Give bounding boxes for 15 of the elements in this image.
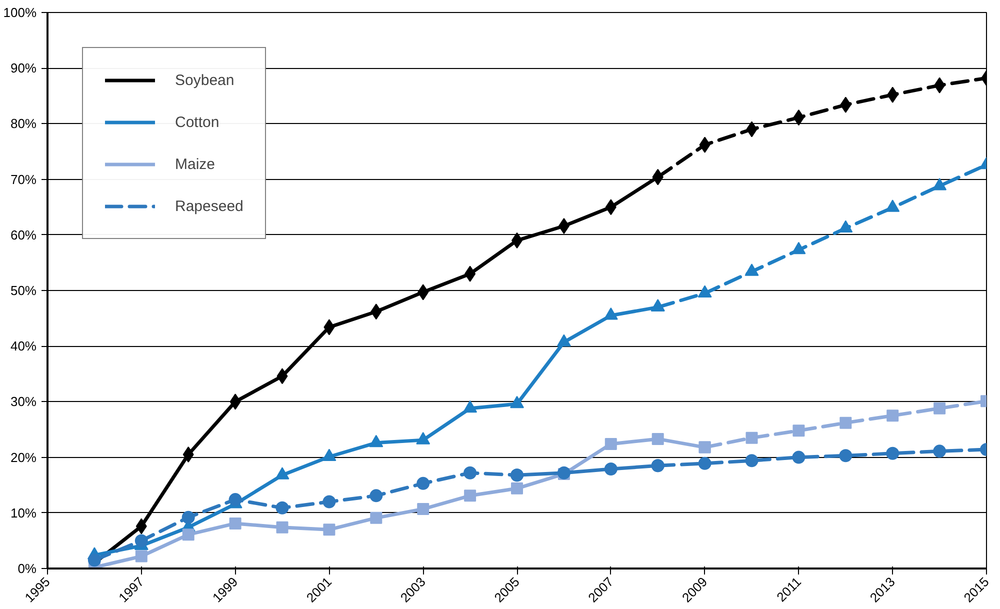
legend-label: Soybean xyxy=(175,72,234,88)
y-tick-label: 60% xyxy=(10,227,37,242)
y-tick-label: 50% xyxy=(10,283,37,298)
y-tick-label: 0% xyxy=(18,561,37,576)
legend-label: Maize xyxy=(175,156,216,172)
y-tick-label: 40% xyxy=(10,338,37,354)
legend-label: Cotton xyxy=(175,114,220,130)
y-tick-label: 80% xyxy=(10,116,37,132)
legend-label: Rapeseed xyxy=(175,198,244,214)
y-tick-label: 90% xyxy=(10,60,37,76)
y-tick-label: 70% xyxy=(10,172,37,187)
y-tick-label: 30% xyxy=(10,394,37,410)
y-tick-label: 20% xyxy=(10,450,37,465)
y-tick-label: 100% xyxy=(3,5,37,20)
y-tick-label: 10% xyxy=(10,505,37,520)
